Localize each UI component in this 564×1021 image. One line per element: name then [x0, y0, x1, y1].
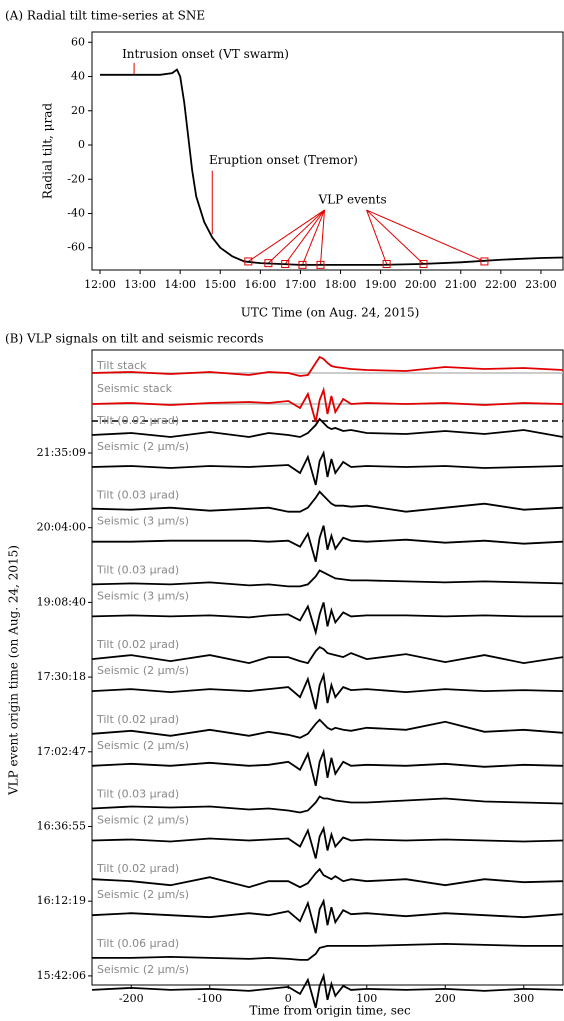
waveform: [91, 569, 564, 588]
x-tick-label: 17:00: [285, 278, 317, 291]
x-tick-label: 18:00: [325, 278, 357, 291]
vlp-event: [382, 260, 391, 269]
vlp-event: [316, 260, 325, 269]
y-tick-label: -40: [67, 206, 85, 219]
waveform: [91, 898, 564, 934]
trace-label: Seismic (2 μm/s): [97, 963, 189, 976]
x-tick-label: 100: [356, 992, 377, 1005]
waveform: [91, 386, 564, 423]
vlp-event: [281, 260, 290, 269]
y-axis-label: VLP event origin time (on Aug. 24, 2015): [7, 545, 21, 796]
x-tick-label: 20:00: [405, 278, 437, 291]
trace-label: Tilt (0.02 μrad): [96, 713, 179, 726]
trace-label: Seismic (2 μm/s): [97, 814, 189, 827]
annotation-line: [366, 209, 388, 265]
waveform: [91, 825, 564, 859]
x-axis-label: Time from origin time, sec: [249, 1004, 411, 1018]
vlp-event: [298, 260, 307, 269]
y-tick-label: 0: [78, 138, 85, 151]
waveform: [91, 718, 564, 739]
annotation: VLP events: [317, 192, 386, 206]
y-tick-label: 20:04:00: [37, 521, 86, 534]
y-tick-label: 60: [71, 35, 85, 48]
annotation-line: [248, 209, 325, 262]
annotation: Intrusion onset (VT swarm): [122, 47, 289, 61]
x-tick-label: 13:00: [124, 278, 156, 291]
annotation-line: [268, 209, 325, 264]
annotation-line: [366, 209, 485, 262]
tilt-line: [100, 68, 564, 266]
vlp-event: [244, 257, 253, 266]
trace-label: Tilt (0.02 μrad): [96, 638, 179, 651]
x-tick-label: 0: [285, 992, 292, 1005]
waveform: [91, 602, 563, 636]
trace-label: Tilt (0.06 μrad): [96, 937, 179, 950]
y-tick-label: 21:35:09: [37, 446, 86, 459]
waveform: [91, 671, 564, 710]
annotation-line: [284, 209, 325, 265]
axes-frame: [91, 349, 564, 986]
waveform: [91, 355, 564, 377]
waveform: [91, 490, 564, 513]
trace-label: Tilt (0.03 μrad): [96, 489, 179, 502]
waveform: [91, 748, 564, 787]
x-tick-label: 14:00: [164, 278, 196, 291]
x-tick-label: 19:00: [365, 278, 397, 291]
trace-label: Tilt stack: [96, 359, 147, 372]
trace-label: Seismic (3 μm/s): [97, 515, 189, 528]
y-tick-label: -20: [67, 172, 85, 185]
y-tick-label: 17:30:18: [37, 670, 86, 683]
trace-label: Tilt (0.03 μrad): [96, 563, 179, 576]
x-tick-label: 21:00: [445, 278, 477, 291]
vlp-event: [264, 259, 273, 268]
waveform: [91, 645, 564, 665]
trace-label: Seismic (2 μm/s): [97, 440, 189, 453]
trace-label: Seismic stack: [97, 382, 173, 395]
trace-label: Tilt (0.02 μrad): [96, 414, 179, 427]
x-tick-label: 300: [513, 992, 534, 1005]
trace-label: Seismic (2 μm/s): [97, 739, 189, 752]
waveform: [92, 942, 563, 961]
waveform: [92, 525, 564, 562]
annotation-line: [366, 209, 424, 265]
annotation-line: [319, 210, 325, 265]
annotation: Eruption onset (Tremor): [209, 153, 358, 167]
y-tick-label: 20: [71, 104, 85, 117]
x-tick-label: 200: [435, 992, 456, 1005]
annotation-line: [301, 209, 325, 266]
waveform: [91, 795, 564, 814]
vlp-event: [480, 257, 489, 266]
x-tick-label: -100: [197, 992, 222, 1005]
y-tick-label: 19:08:40: [37, 595, 86, 608]
x-axis-label: UTC Time (on Aug. 24, 2015): [241, 306, 420, 320]
trace-label: Seismic (2 μm/s): [97, 888, 189, 901]
y-tick-label: 16:12:19: [37, 894, 86, 907]
y-axis-label: Radial tilt, μrad: [41, 103, 55, 199]
y-tick-label: -60: [67, 241, 85, 254]
y-tick-label: 16:36:55: [37, 820, 86, 833]
waveform: [91, 867, 564, 889]
waveform: [91, 450, 564, 486]
x-tick-label: 16:00: [245, 278, 277, 291]
x-tick-label: 12:00: [84, 278, 116, 291]
x-tick-label: 23:00: [525, 278, 557, 291]
waveform: [91, 417, 564, 438]
waveform: [91, 972, 564, 1009]
x-tick-label: -200: [119, 992, 144, 1005]
axes-frame: [91, 31, 564, 271]
x-tick-label: 15:00: [204, 278, 236, 291]
y-tick-label: 40: [71, 70, 85, 83]
x-tick-label: 22:00: [485, 278, 517, 291]
vlp-event: [419, 260, 428, 269]
panel-a-title: (A) Radial tilt time-series at SNE: [5, 9, 205, 23]
y-tick-label: 15:42:06: [37, 969, 86, 982]
trace-label: Seismic (2 μm/s): [97, 664, 189, 677]
trace-label: Tilt (0.02 μrad): [96, 862, 179, 875]
panel-b-title: (B) VLP signals on tilt and seismic reco…: [5, 332, 264, 346]
trace-label: Seismic (3 μm/s): [97, 589, 189, 602]
trace-label: Tilt (0.03 μrad): [96, 788, 179, 801]
y-tick-label: 17:02:47: [37, 745, 86, 758]
